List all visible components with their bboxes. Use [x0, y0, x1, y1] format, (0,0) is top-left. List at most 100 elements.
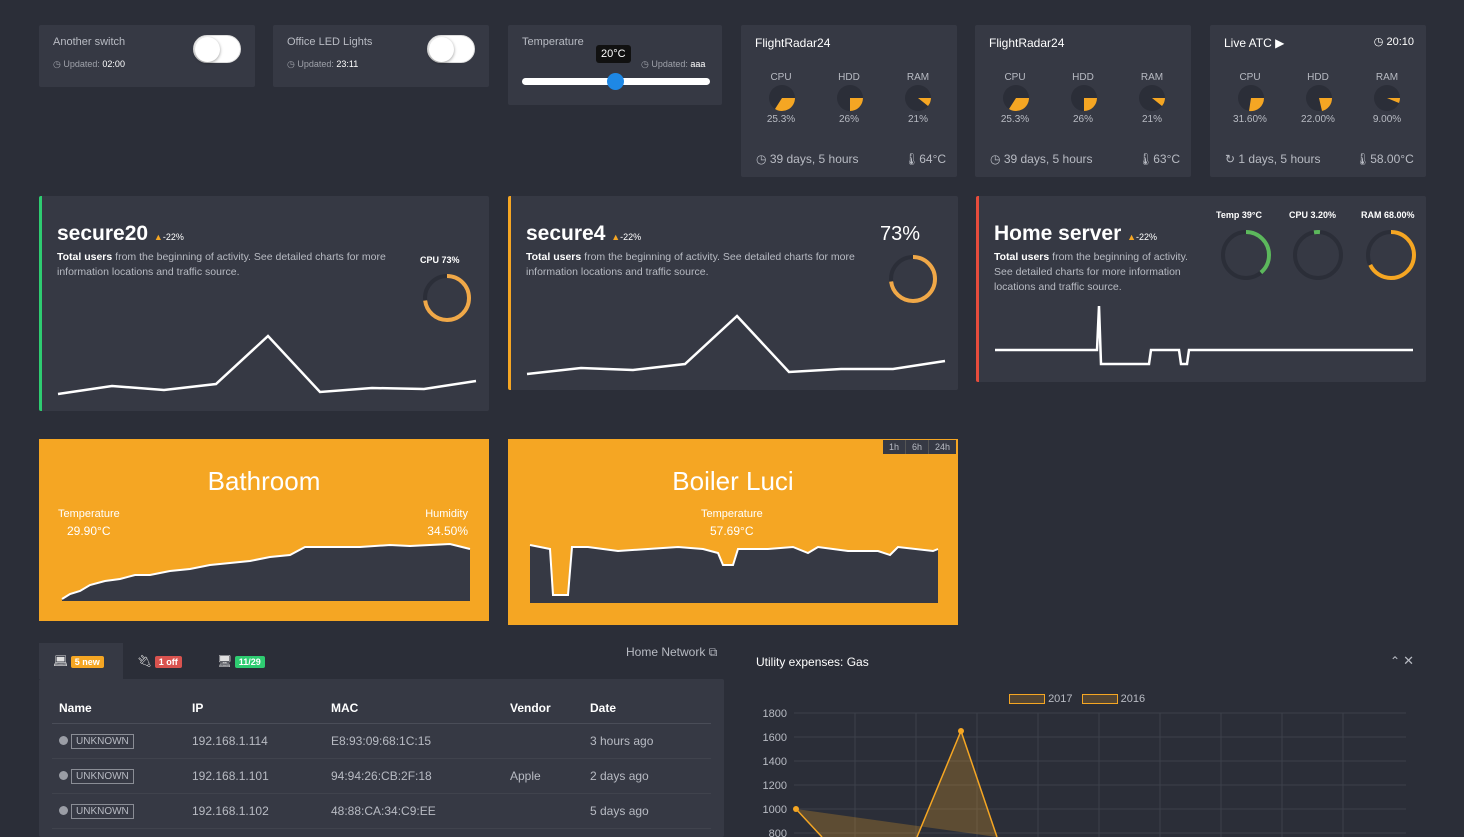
stat-description: Total users from the beginning of activi…: [57, 251, 386, 278]
date-cell: 5 days ago: [590, 793, 711, 829]
ram-label: RAM: [1140, 72, 1164, 83]
card-title: FlightRadar24: [755, 36, 831, 50]
temperature-title: Temperature: [522, 36, 584, 48]
uptime-value: 39 days, 5 hours: [769, 152, 859, 166]
legend-swatch-2016: [1081, 694, 1118, 705]
stat-sparkline: [526, 314, 946, 376]
gas-chart-title: Utility expenses: Gas: [756, 655, 869, 669]
play-icon[interactable]: ▶: [1275, 36, 1285, 50]
switch-card-office-led: Office LED Lights ◷ Updated: 23:11: [273, 25, 489, 87]
hdd-label: HDD: [1307, 72, 1329, 83]
range-6h-button[interactable]: 6h: [905, 440, 929, 454]
stat-sparkline: [995, 305, 1413, 366]
data-point: [958, 728, 964, 734]
table-row[interactable]: UNKNOWN 192.168.1.114 E8:93:09:68:1C:15 …: [52, 723, 711, 759]
clock-icon: ◷: [1373, 36, 1384, 48]
bathroom-chart: [61, 542, 471, 601]
range-1h-button[interactable]: 1h: [882, 440, 906, 454]
close-icon[interactable]: ✕: [1403, 653, 1414, 668]
mac-cell: 48:88:CA:34:C9:EE: [331, 793, 510, 829]
temperature: 🌡︎63°C: [1138, 152, 1180, 166]
y-tick: 1600: [763, 732, 787, 744]
cpu-label: CPU 73%: [420, 255, 460, 265]
toggle-switch[interactable]: [427, 35, 475, 63]
ram-value: 21%: [907, 114, 928, 125]
tab-monitors[interactable]: 🖥︎ 11/29: [211, 643, 291, 679]
device-name-badge: UNKNOWN: [71, 768, 134, 784]
ram-gauge: [1366, 230, 1416, 280]
plug-icon: 🔌︎: [137, 654, 153, 668]
date-cell: 2 days ago: [590, 758, 711, 794]
warning-icon: ▲: [1127, 232, 1137, 242]
col-mac: MAC: [331, 693, 510, 724]
sensor-title: Boiler Luci: [672, 466, 794, 496]
card-title: FlightRadar24: [989, 36, 1065, 50]
stat-description: Total users from the beginning of activi…: [526, 251, 855, 278]
cpu-pie: [769, 85, 796, 112]
legend-label-2016: 2016: [1120, 693, 1146, 705]
updated-label: Updated:: [651, 59, 688, 69]
ip-cell: 192.168.1.114: [192, 723, 331, 759]
mac-cell: 94:94:26:CB:2F:18: [331, 758, 510, 794]
bathroom-card: Bathroom Temperature 29.90°C Humidity 34…: [39, 439, 489, 621]
thermometer-icon: 🌡︎: [1355, 152, 1371, 166]
range-buttons: 1h 6h 24h: [882, 440, 956, 454]
ram-label: RAM: [1375, 72, 1399, 83]
range-24h-button[interactable]: 24h: [928, 440, 956, 454]
temperature: 🌡︎64°C: [904, 152, 946, 166]
cpu-donut: [889, 255, 937, 303]
hdd-value: 26%: [838, 114, 859, 125]
ram-label: RAM: [906, 72, 930, 83]
uptime-value: 39 days, 5 hours: [1003, 152, 1093, 166]
stat-sparkline: [57, 334, 477, 396]
thermometer-icon: 🌡︎: [904, 152, 920, 166]
table-row[interactable]: UNKNOWN 192.168.1.102 48:88:CA:34:C9:EE …: [52, 793, 711, 829]
ram-pie: [1374, 85, 1400, 111]
legend-swatch-2017: [1009, 694, 1045, 705]
temp-label: Temperature: [58, 508, 120, 520]
col-vendor: Vendor: [510, 693, 590, 724]
tab-devices[interactable]: 💻︎ 5 new: [39, 643, 123, 679]
stat-title: secure20 ▲-22%: [57, 222, 184, 245]
network-title: Home Network ⧉: [626, 645, 718, 659]
hdd-pie: [837, 85, 863, 111]
col-date: Date: [590, 693, 711, 724]
cpu-value: 25.3%: [766, 114, 796, 125]
temperature-slider-handle[interactable]: [607, 73, 624, 90]
clock-icon: ◷: [756, 152, 767, 166]
cpu-pie: [1238, 85, 1265, 112]
y-tick: 1000: [763, 804, 787, 816]
collapse-icon[interactable]: ⌃: [1389, 654, 1400, 668]
warning-icon: ▲: [153, 232, 163, 242]
network-table-panel: Name IP MAC Vendor Date UNKNOWN 192.168.…: [39, 679, 724, 837]
temperature: 🌡︎58.00°C: [1355, 152, 1414, 166]
cpu-value: 25.3%: [1000, 114, 1030, 125]
hdd-value: 22.00%: [1301, 114, 1335, 125]
updated-label: Updated:: [297, 59, 334, 69]
cpu-gauge: [1293, 230, 1343, 280]
temp-value: 29.90°C: [67, 524, 111, 538]
temp-gauge: [1221, 230, 1271, 280]
status-dot: [59, 770, 68, 780]
boiler-chart: [529, 544, 939, 603]
thermometer-icon: 🌡︎: [1138, 152, 1154, 166]
switch-updated: ◷ Updated: 23:11: [287, 59, 358, 70]
ip-cell: 192.168.1.102: [192, 793, 331, 829]
cpu-donut: [423, 274, 471, 322]
table-row[interactable]: UNKNOWN 192.168.1.101 94:94:26:CB:2F:18 …: [52, 758, 711, 794]
toggle-switch[interactable]: [193, 35, 241, 63]
laptop-icon: 💻︎: [53, 654, 69, 668]
tab-offline[interactable]: 🔌︎ 1 off: [131, 643, 211, 679]
switch-updated: ◷ Updated: 02:00: [53, 59, 125, 70]
temperature-card: Temperature ◷ Updated: aaa 20°C: [508, 25, 722, 105]
stat-title: secure4 ▲-22%: [526, 222, 642, 245]
legend-label-2017: 2017: [1048, 693, 1073, 705]
y-tick: 1400: [763, 756, 787, 768]
device-name-badge: UNKNOWN: [71, 803, 134, 819]
temp-value: 64°C: [919, 152, 947, 166]
clock-icon: ◷: [287, 59, 295, 69]
hdd-label: HDD: [1072, 72, 1094, 83]
flightradar-card-2: FlightRadar24 CPU HDD RAM 25.3% 26% 21% …: [975, 25, 1191, 177]
updated-value: 02:00: [102, 59, 125, 69]
live-atc-card: Live ATC ▶ ◷ 20:10 CPU HDD RAM 31.60% 22…: [1210, 25, 1426, 177]
